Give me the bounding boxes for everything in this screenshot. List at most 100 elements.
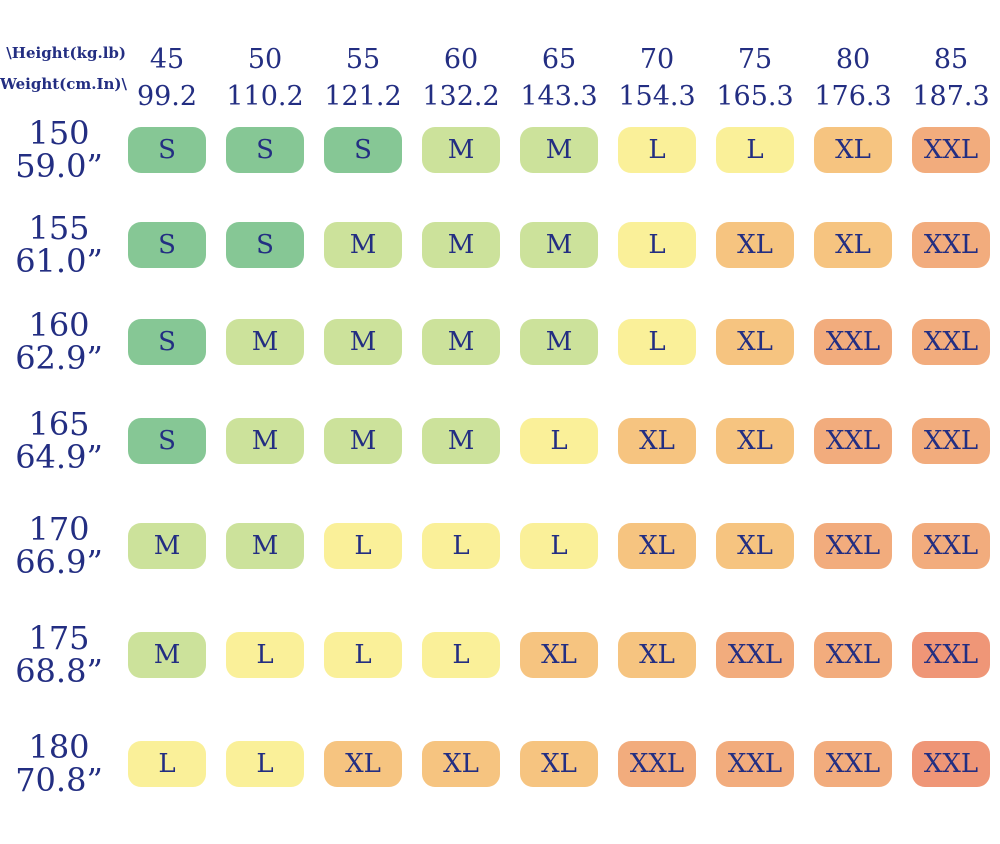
size-cell: L <box>226 741 304 787</box>
size-cell: S <box>128 417 206 464</box>
weight-column-header: 65 143.3 <box>510 0 608 115</box>
size-cell: S <box>128 318 206 365</box>
size-cell: XL <box>716 522 794 569</box>
size-cell: L <box>520 522 598 569</box>
table-row: 155 61.0” S S M M M L XL XL XXL <box>0 196 1000 293</box>
table-row: 175 68.8” M L L L XL XL XXL XXL XXL <box>0 600 1000 709</box>
size-cell: M <box>226 522 304 569</box>
size-cell: XXL <box>716 741 794 787</box>
size-cell: L <box>618 221 696 268</box>
table-row: 165 64.9” S M M M L XL XL XXL XXL <box>0 390 1000 491</box>
height-row-header: 170 66.9” <box>0 509 118 581</box>
height-inch-value: 66.9” <box>15 542 103 581</box>
axis-corner-label: \Height(kg.lb) Weight(cm.In)\ <box>0 0 127 100</box>
size-cell: XXL <box>912 522 990 569</box>
size-cell: XL <box>618 417 696 464</box>
weight-kg-value: 70 <box>639 44 675 75</box>
weight-kg-value: 60 <box>443 44 479 75</box>
size-cell: M <box>520 221 598 268</box>
height-row-header: 175 68.8” <box>0 621 118 690</box>
size-cell: M <box>324 221 402 268</box>
height-cm-value: 150 <box>28 114 90 152</box>
weight-column-header: 50 110.2 <box>216 0 314 115</box>
corner-height-label: \Height(kg.lb) <box>6 44 126 62</box>
height-cm-value: 170 <box>28 509 90 548</box>
size-cell: S <box>226 127 304 173</box>
weight-kg-value: 85 <box>933 44 969 75</box>
size-cell: XL <box>618 522 696 569</box>
table-body: 150 59.0” S S S M M L L XL XXL 155 61.0” S S M M M L XL XL XX… <box>0 104 1000 819</box>
height-row-header: 180 70.8” <box>0 731 118 797</box>
weight-lb-value: 187.3 <box>912 81 990 112</box>
size-cell: M <box>422 127 500 173</box>
weight-column-header: 80 176.3 <box>804 0 902 115</box>
corner-weight-label: Weight(cm.In)\ <box>0 75 128 93</box>
size-cell: XL <box>716 221 794 268</box>
table-row: 160 62.9” S M M M M L XL XXL XXL <box>0 293 1000 390</box>
size-cell: L <box>422 522 500 569</box>
size-cell: XXL <box>912 221 990 268</box>
height-row-header: 150 59.0” <box>0 117 118 183</box>
weight-kg-value: 75 <box>737 44 773 75</box>
size-cell: XXL <box>814 417 892 464</box>
height-inch-value: 68.8” <box>15 651 103 690</box>
height-cm-value: 160 <box>28 305 90 344</box>
size-cell: S <box>324 127 402 173</box>
height-inch-value: 64.9” <box>15 437 103 476</box>
size-cell: XXL <box>814 522 892 569</box>
size-cell: S <box>128 221 206 268</box>
size-cell: XL <box>716 318 794 365</box>
size-cell: XL <box>520 741 598 787</box>
size-table: \Height(kg.lb) Weight(cm.In)\ 45 99.2 50 11… <box>0 0 1000 819</box>
size-cell: L <box>520 417 598 464</box>
size-cell: M <box>324 417 402 464</box>
size-cell: XXL <box>912 417 990 464</box>
weight-column-header: 60 132.2 <box>412 0 510 115</box>
size-cell: M <box>422 417 500 464</box>
size-cell: M <box>422 318 500 365</box>
size-cell: XXL <box>912 631 990 678</box>
weight-header-group: 45 99.2 50 110.2 55 121.2 60 132.2 65 143.3 70 154.… <box>118 0 1000 115</box>
size-cell: M <box>422 221 500 268</box>
table-row: 170 66.9” M M L L L XL XL XXL XXL <box>0 491 1000 600</box>
size-cell: XL <box>814 221 892 268</box>
height-inch-value: 61.0” <box>15 241 103 280</box>
size-cell: M <box>520 318 598 365</box>
weight-column-header: 55 121.2 <box>314 0 412 115</box>
size-cell: L <box>618 318 696 365</box>
weight-kg-value: 80 <box>835 44 871 75</box>
weight-lb-value: 154.3 <box>618 81 696 112</box>
weight-column-header: 75 165.3 <box>706 0 804 115</box>
size-cell: M <box>226 417 304 464</box>
table-row: 150 59.0” S S S M M L L XL XXL <box>0 104 1000 196</box>
size-cell: XXL <box>912 741 990 787</box>
weight-lb-value: 121.2 <box>324 81 402 112</box>
size-cell: XXL <box>814 741 892 787</box>
height-cm-value: 180 <box>28 728 90 766</box>
weight-column-header: 45 99.2 <box>118 0 216 115</box>
size-cell: L <box>716 127 794 173</box>
height-inch-value: 59.0” <box>15 147 103 185</box>
size-cell: M <box>520 127 598 173</box>
size-cell: XL <box>814 127 892 173</box>
height-row-header: 160 62.9” <box>0 305 118 377</box>
weight-kg-value: 45 <box>149 44 185 75</box>
weight-lb-value: 165.3 <box>716 81 794 112</box>
weight-lb-value: 143.3 <box>520 81 598 112</box>
size-cell: S <box>226 221 304 268</box>
header-row: \Height(kg.lb) Weight(cm.In)\ 45 99.2 50 11… <box>0 0 1000 112</box>
height-cm-value: 165 <box>28 404 90 443</box>
height-row-header: 155 61.0” <box>0 211 118 280</box>
height-inch-value: 62.9” <box>15 338 103 377</box>
weight-kg-value: 65 <box>541 44 577 75</box>
weight-lb-value: 132.2 <box>422 81 500 112</box>
size-cell: XXL <box>912 318 990 365</box>
weight-column-header: 85 187.3 <box>902 0 1000 115</box>
table-row: 180 70.8” L L XL XL XL XXL XXL XXL XXL <box>0 709 1000 819</box>
weight-lb-value: 99.2 <box>136 81 198 112</box>
weight-kg-value: 55 <box>345 44 381 75</box>
size-cell: XXL <box>814 631 892 678</box>
weight-lb-value: 176.3 <box>814 81 892 112</box>
size-cell: M <box>128 631 206 678</box>
size-cell: M <box>128 522 206 569</box>
